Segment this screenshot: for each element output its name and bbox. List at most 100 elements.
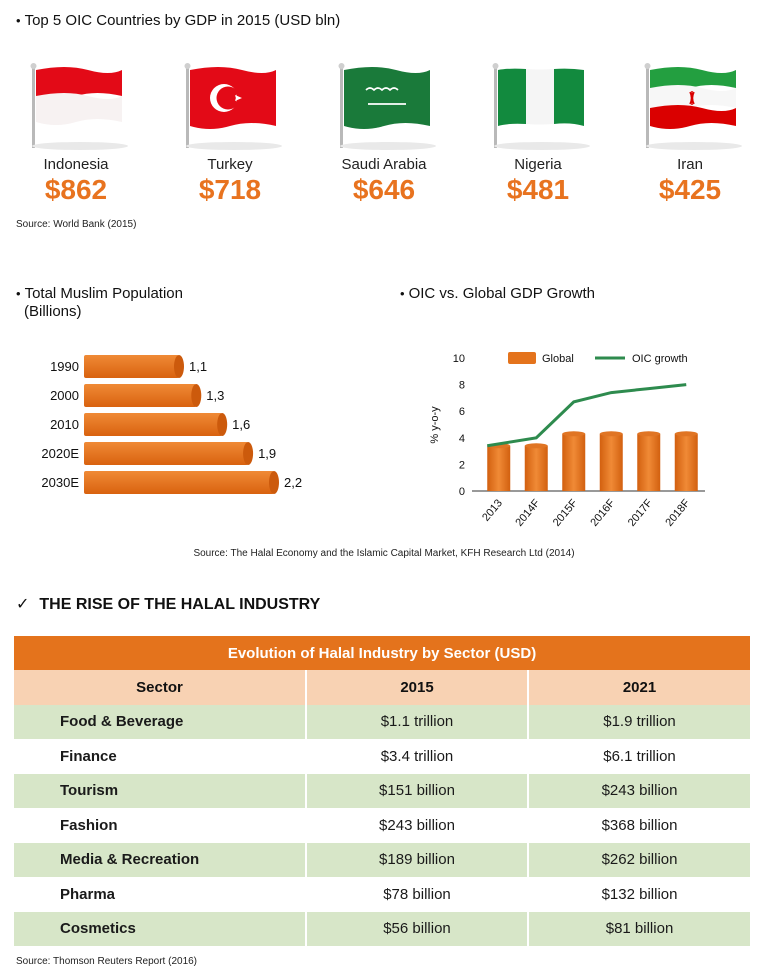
column-header-2015: 2015 [306, 670, 529, 705]
growth-y-tick-label: 10 [453, 353, 465, 365]
country-name: Iran [677, 156, 703, 173]
value-2021: $132 billion [528, 877, 751, 912]
top-countries-title: • Top 5 OIC Countries by GDP in 2015 (USD… [16, 12, 341, 29]
value-2021: $81 billion [528, 911, 751, 946]
value-2021: $243 billion [528, 773, 751, 808]
sector-name: Tourism [14, 773, 307, 808]
global-growth-bar-cap [562, 431, 586, 437]
value-2015: $56 billion [306, 911, 529, 946]
bullet-icon: • [16, 13, 21, 28]
country-name: Indonesia [43, 156, 109, 173]
population-bar-cap [217, 413, 228, 436]
table-row: Tourism $151 billion $243 billion [14, 773, 751, 808]
global-growth-bar [637, 433, 661, 491]
population-bar [84, 355, 179, 378]
growth-y-tick-label: 8 [459, 380, 465, 392]
population-year-label: 1990 [50, 359, 79, 374]
bullet-icon: • [16, 286, 21, 301]
growth-x-tick-label: 2014F [513, 497, 542, 529]
table-row: Cosmetics $56 billion $81 billion [14, 911, 751, 946]
global-growth-bar-cap [637, 431, 661, 437]
growth-x-tick-label: 2015F [551, 497, 580, 529]
table-row: Pharma $78 billion $132 billion [14, 877, 751, 912]
growth-x-tick-label: 2013 [480, 497, 505, 523]
table-row: Finance $3.4 trillion $6.1 trillion [14, 739, 751, 774]
bullet-icon: • [400, 286, 405, 301]
growth-x-tick-label: 2018F [663, 497, 692, 529]
population-value-label: 1,1 [189, 359, 207, 374]
nigeria-flag-icon [492, 63, 590, 150]
turkey-flag-icon [184, 63, 282, 150]
sector-name: Pharma [14, 877, 307, 912]
growth-x-tick-label: 2017F [626, 497, 655, 529]
population-bar-cap [269, 471, 279, 494]
iran-flag-icon [644, 63, 742, 150]
value-2015: $3.4 trillion [306, 739, 529, 774]
country-gdp: $481 [506, 174, 570, 205]
country-name: Turkey [207, 156, 253, 173]
source-kfh: Source: The Halal Economy and the Islami… [193, 548, 575, 559]
growth-y-tick-label: 4 [459, 433, 465, 445]
sector-name: Finance [14, 739, 307, 774]
sector-name: Cosmetics [14, 911, 307, 946]
growth-chart: % y-o-y 0 2 4 6 8 10 2013 2014F 2015F 2016F 2017F 20… [429, 352, 705, 529]
growth-y-tick-label: 0 [459, 486, 465, 498]
oic-growth-line [487, 383, 687, 448]
indonesia-flag-icon [30, 63, 128, 150]
population-year-label: 2000 [50, 388, 79, 403]
country-card-iran: Iran $425 [630, 60, 750, 210]
growth-y-tick-label: 2 [459, 459, 465, 471]
table-title: Evolution of Halal Industry by Sector (U… [14, 636, 751, 670]
population-value-label: 1,3 [206, 388, 224, 403]
population-year-label: 2030E [41, 475, 79, 490]
country-card-indonesia: Indonesia $862 [16, 60, 136, 210]
growth-x-tick-label: 2016F [588, 497, 617, 529]
legend-oic-label: OIC growth [632, 353, 688, 365]
table-row: Food & Beverage $1.1 trillion $1.9 trill… [14, 704, 751, 739]
saudi-arabia-flag-icon [338, 63, 436, 150]
population-value-label: 1,6 [232, 417, 250, 432]
sector-name: Media & Recreation [14, 842, 307, 877]
global-growth-bar [599, 433, 623, 491]
global-growth-bar-cap [599, 431, 623, 437]
global-growth-bar-cap [524, 443, 548, 449]
checkmark-icon: ✓ [16, 596, 30, 613]
sector-name: Food & Beverage [14, 704, 307, 739]
value-2015: $1.1 trillion [306, 704, 529, 739]
value-2015: $243 billion [306, 808, 529, 843]
country-card-turkey: Turkey $718 [170, 60, 290, 210]
global-growth-bar [524, 445, 548, 491]
country-card-nigeria: Nigeria $481 [478, 60, 598, 210]
population-bar-cap [174, 355, 184, 378]
halal-heading: ✓ THE RISE OF THE HALAL INDUSTRY [16, 596, 321, 613]
country-gdp: $862 [44, 174, 108, 205]
column-header-2021: 2021 [528, 670, 751, 705]
population-value-label: 1,9 [258, 446, 276, 461]
country-name: Saudi Arabia [341, 156, 427, 173]
growth-y-axis-label: % y-o-y [429, 406, 441, 444]
column-header-sector: Sector [14, 670, 307, 705]
growth-y-tick-label: 6 [459, 406, 465, 418]
legend-global-swatch [508, 352, 536, 364]
population-value-label: 2,2 [284, 475, 302, 490]
value-2021: $6.1 trillion [528, 739, 751, 774]
country-gdp: $425 [658, 174, 722, 205]
population-bar [84, 442, 249, 465]
population-bar [84, 471, 274, 494]
population-bar [84, 384, 197, 407]
population-chart: 1990 1,1 2000 1,3 2010 1,6 2020E 1,9 2030E 2,2 [41, 355, 302, 494]
table-row: Fashion $243 billion $368 billion [14, 808, 751, 843]
value-2015: $151 billion [306, 773, 529, 808]
value-2021: $1.9 trillion [528, 704, 751, 739]
legend-global-label: Global [542, 353, 574, 365]
source-thomson-reuters: Source: Thomson Reuters Report (2016) [16, 956, 198, 967]
global-growth-bar [674, 433, 698, 491]
value-2015: $78 billion [306, 877, 529, 912]
growth-title: • OIC vs. Global GDP Growth [400, 285, 596, 302]
global-growth-bar [487, 445, 511, 491]
halal-sector-table: Evolution of Halal Industry by Sector (U… [14, 636, 751, 946]
source-world-bank: Source: World Bank (2015) [16, 219, 137, 230]
country-name: Nigeria [514, 156, 562, 173]
sector-name: Fashion [14, 808, 307, 843]
population-year-label: 2020E [41, 446, 79, 461]
